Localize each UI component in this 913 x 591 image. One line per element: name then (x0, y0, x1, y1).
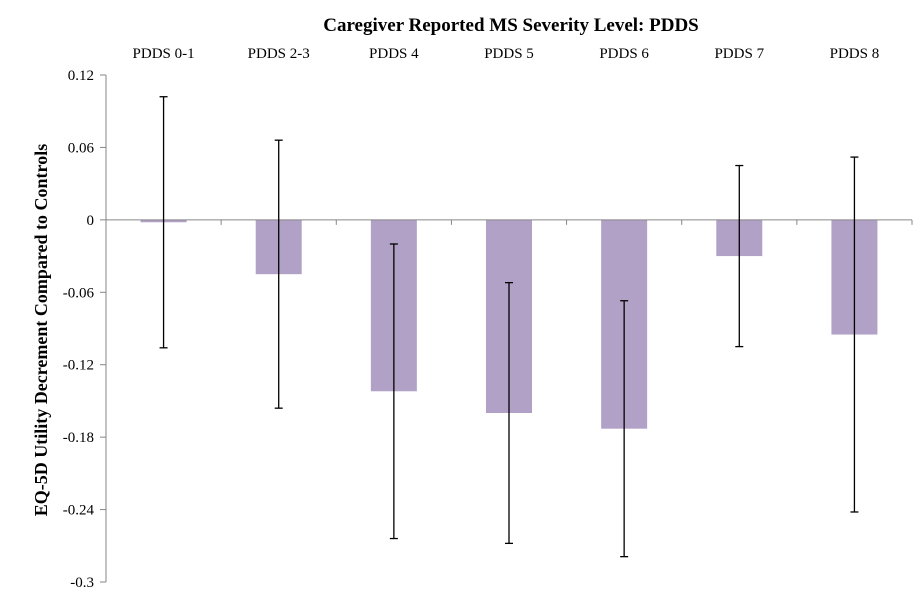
y-tick-label: -0.06 (63, 285, 95, 301)
category-label: PDDS 0-1 (133, 46, 195, 62)
chart-title: Caregiver Reported MS Severity Level: PD… (323, 15, 699, 36)
y-tick-label: -0.24 (63, 503, 95, 519)
category-label: PDDS 6 (599, 46, 649, 62)
category-label: PDDS 7 (714, 46, 764, 62)
y-tick-label: 0.06 (68, 140, 95, 156)
plot-area: 0.12 0.06 0 -0.06 -0.12 -0.18 -0.24 -0.3 PDDS 0-… (63, 46, 913, 591)
y-tick-label: -0.18 (63, 430, 94, 446)
y-tick-label: -0.12 (63, 358, 94, 374)
category-label: PDDS 5 (484, 46, 534, 62)
y-tick-label: 0.12 (68, 68, 94, 84)
y-axis-label: EQ-5D Utility Decrement Compared to Cont… (31, 144, 51, 516)
y-tick-label: -0.3 (70, 575, 94, 591)
category-label: PDDS 8 (830, 46, 880, 62)
category-label: PDDS 4 (369, 46, 419, 62)
y-tick-label: 0 (87, 213, 95, 229)
category-label: PDDS 2-3 (248, 46, 310, 62)
